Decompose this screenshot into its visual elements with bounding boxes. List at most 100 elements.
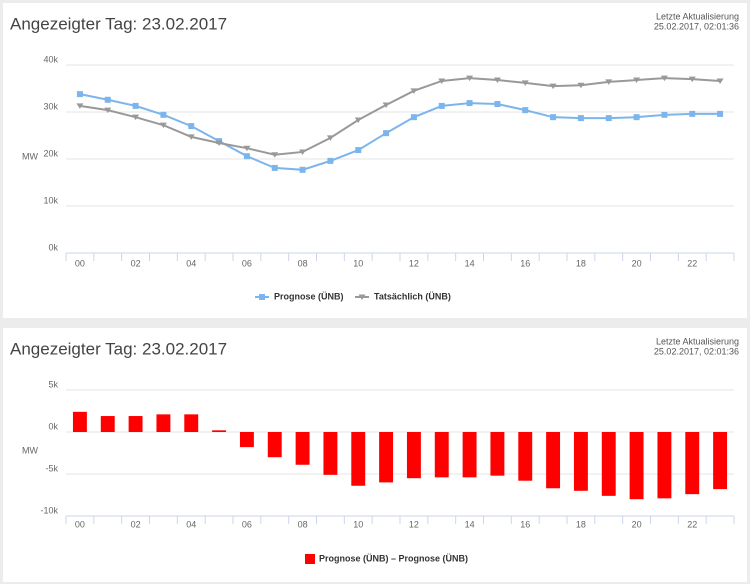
x-tick-label: 08 — [298, 258, 308, 268]
x-tick-label: 12 — [409, 519, 419, 529]
legend-swatch — [305, 554, 315, 564]
y-tick-label: 40k — [43, 54, 58, 64]
x-tick-label: 22 — [687, 519, 697, 529]
series-line — [79, 77, 721, 156]
bar — [518, 432, 533, 481]
point — [605, 79, 613, 85]
x-tick-label: 18 — [576, 519, 586, 529]
bar — [406, 432, 421, 479]
x-tick-label: 16 — [520, 519, 530, 529]
bar — [490, 432, 505, 476]
point — [688, 76, 696, 83]
x-tick-label: 04 — [186, 258, 196, 268]
x-tick-label: 08 — [298, 519, 308, 529]
point — [410, 88, 418, 94]
point — [104, 96, 111, 103]
point — [355, 147, 362, 154]
x-tick-label: 16 — [520, 258, 530, 268]
panel-title: Angezeigter Tag: 23.02.2017 — [10, 14, 227, 33]
point — [521, 80, 529, 86]
y-axis-label: MW — [22, 151, 38, 161]
y-tick-label: 0k — [48, 421, 58, 431]
point — [215, 140, 223, 147]
series-line — [79, 93, 721, 171]
x-tick-label: 10 — [353, 519, 363, 529]
panel — [3, 328, 747, 582]
bar — [100, 416, 115, 432]
point — [605, 115, 612, 122]
y-tick-label: -10k — [40, 505, 58, 515]
y-tick-label: 0k — [48, 242, 58, 252]
x-tick-label: 14 — [465, 519, 475, 529]
point — [689, 110, 696, 117]
x-tick-label: 02 — [131, 519, 141, 529]
bar — [573, 432, 588, 491]
update-time: 25.02.2017, 02:01:36 — [654, 21, 739, 31]
point — [382, 102, 390, 108]
y-tick-label: 5k — [48, 379, 58, 389]
point — [188, 123, 195, 130]
point — [159, 122, 167, 129]
legend-label: Prognose (ÜNB) – Prognose (ÜNB) — [319, 553, 468, 563]
x-tick-label: 06 — [242, 519, 252, 529]
point — [633, 77, 641, 84]
bar — [685, 432, 700, 495]
y-tick-label: 10k — [43, 195, 58, 205]
bar — [351, 432, 366, 486]
y-tick-label: -5k — [45, 463, 58, 473]
x-tick-label: 00 — [75, 519, 85, 529]
point — [383, 130, 390, 137]
point — [243, 145, 251, 152]
update-time: 25.02.2017, 02:01:36 — [654, 346, 739, 356]
point — [466, 75, 474, 82]
legend-label: Tatsächlich (ÜNB) — [374, 291, 451, 301]
point — [716, 78, 724, 84]
update-label: Letzte Aktualisierung — [656, 336, 739, 346]
point — [271, 152, 279, 158]
point — [522, 107, 529, 114]
panel — [3, 3, 747, 318]
point — [354, 117, 362, 123]
x-tick-label: 20 — [632, 519, 642, 529]
y-axis-label: MW — [22, 445, 38, 455]
x-tick-label: 06 — [242, 258, 252, 268]
legend-label: Prognose (ÜNB) — [274, 291, 344, 301]
bar — [128, 416, 143, 432]
point — [327, 157, 334, 164]
point — [410, 114, 417, 121]
x-tick-label: 20 — [632, 258, 642, 268]
point — [132, 102, 139, 109]
x-tick-label: 22 — [687, 258, 697, 268]
bar — [434, 432, 449, 478]
update-label: Letzte Aktualisierung — [656, 11, 739, 21]
bar — [462, 432, 477, 478]
y-tick-label: 30k — [43, 101, 58, 111]
point — [633, 114, 640, 121]
bar — [657, 432, 672, 499]
bar — [323, 432, 338, 475]
bar — [212, 430, 227, 432]
point — [299, 149, 307, 155]
bar — [156, 414, 171, 432]
x-tick-label: 04 — [186, 519, 196, 529]
point — [187, 134, 195, 140]
point — [438, 102, 445, 109]
y-tick-label: 20k — [43, 148, 58, 158]
x-tick-label: 10 — [353, 258, 363, 268]
bar — [629, 432, 644, 500]
point — [299, 166, 306, 173]
point — [494, 101, 501, 108]
point — [577, 115, 584, 122]
bar — [267, 432, 282, 458]
point — [160, 111, 167, 118]
point — [271, 164, 278, 171]
point — [466, 100, 473, 107]
point — [550, 114, 557, 121]
point — [132, 114, 140, 121]
x-tick-label: 02 — [131, 258, 141, 268]
bar — [379, 432, 394, 483]
point — [104, 107, 112, 114]
point — [76, 91, 83, 98]
